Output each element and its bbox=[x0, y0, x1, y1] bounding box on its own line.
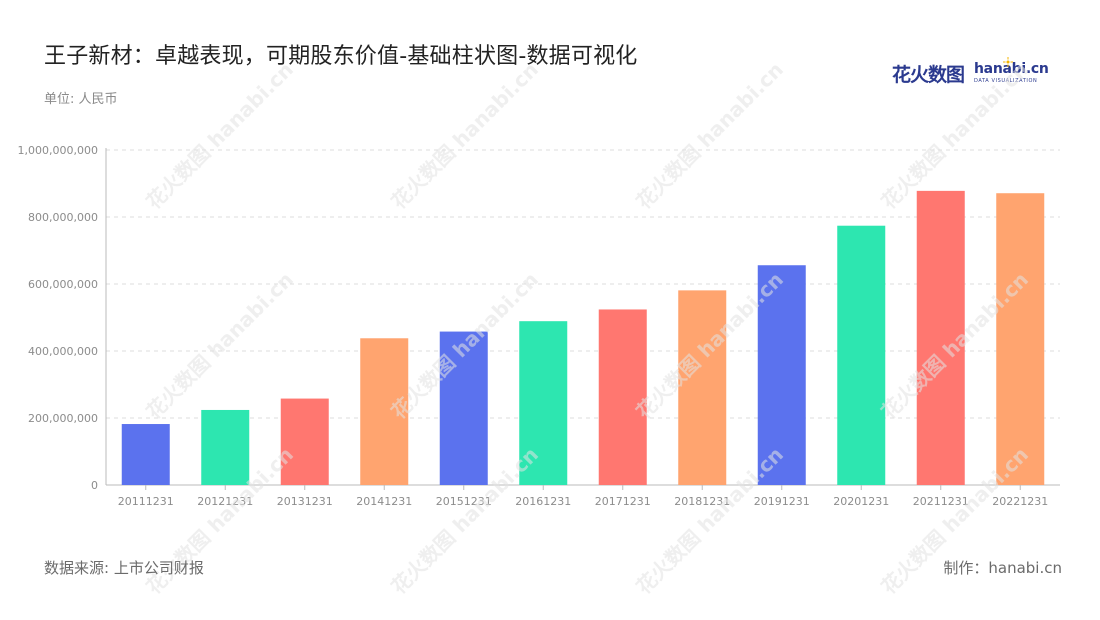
y-tick-label: 1,000,000,000 bbox=[18, 144, 98, 157]
bar bbox=[519, 321, 568, 485]
bar bbox=[201, 409, 250, 485]
unit-label: 单位: 人民币 bbox=[44, 92, 118, 107]
y-tick-label: 800,000,000 bbox=[28, 211, 98, 224]
x-tick-label: 20181231 bbox=[674, 495, 730, 508]
x-tick-label: 20221231 bbox=[992, 495, 1048, 508]
x-tick-label: 20171231 bbox=[595, 495, 651, 508]
y-tick-label: 200,000,000 bbox=[28, 412, 98, 425]
bar bbox=[439, 331, 488, 485]
bar bbox=[598, 309, 647, 485]
x-tick-label: 20131231 bbox=[277, 495, 333, 508]
y-tick-label: 400,000,000 bbox=[28, 345, 98, 358]
bar bbox=[360, 338, 409, 485]
x-tick-label: 20121231 bbox=[197, 495, 253, 508]
x-tick-label: 20161231 bbox=[515, 495, 571, 508]
x-tick-label: 20211231 bbox=[913, 495, 969, 508]
bar bbox=[280, 398, 329, 485]
chart-title: 王子新材：卓越表现，可期股东价值-基础柱状图-数据可视化 bbox=[44, 44, 638, 69]
logo-cn-text: 花火数图 bbox=[892, 64, 965, 86]
x-tick-label: 20111231 bbox=[118, 495, 174, 508]
spark-icon bbox=[1003, 57, 1013, 67]
x-tick-label: 20201231 bbox=[833, 495, 889, 508]
y-tick-label: 600,000,000 bbox=[28, 278, 98, 291]
logo-en-text: hanabi.cn bbox=[974, 61, 1049, 77]
x-tick-label: 20151231 bbox=[436, 495, 492, 508]
credit-text: 制作：hanabi.cn bbox=[943, 559, 1062, 577]
bar bbox=[837, 225, 886, 485]
y-tick-label: 0 bbox=[91, 479, 98, 492]
brand-logo: 花火数图 hanabi.cn DATA VISUALIZATION bbox=[892, 57, 1049, 88]
x-tick-label: 20191231 bbox=[754, 495, 810, 508]
bar bbox=[916, 190, 965, 485]
data-source: 数据来源: 上市公司财报 bbox=[44, 559, 204, 577]
logo-sub-text: DATA VISUALIZATION bbox=[974, 78, 1038, 84]
bar bbox=[121, 424, 170, 485]
bar bbox=[996, 193, 1045, 485]
x-tick-label: 20141231 bbox=[356, 495, 412, 508]
bar bbox=[757, 265, 806, 485]
bar bbox=[678, 290, 727, 485]
